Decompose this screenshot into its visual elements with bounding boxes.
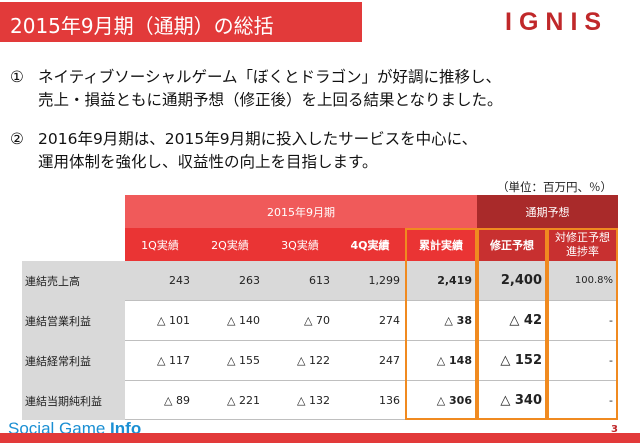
table-cell: △ 155 [195, 341, 265, 381]
table-cell: △ 148 [405, 341, 477, 381]
col-header-2q: 2Q実績 [195, 228, 265, 261]
table-cell: △ 132 [265, 381, 335, 420]
point-2-number: ② [10, 130, 24, 148]
col-header-progress-rate: 対修正予想進捗率 [547, 228, 618, 261]
title-bar: 2015年9月期（通期）の総括 [0, 2, 362, 42]
table-cell: △ 140 [195, 301, 265, 341]
results-table: 2015年9月期 通期予想 1Q実績 2Q実績 3Q実績 4Q実績 累計実績 修… [22, 195, 618, 420]
table-cell: △ 101 [125, 301, 195, 341]
table-cell: 100.8% [547, 261, 618, 301]
table-cell: 1,299 [335, 261, 405, 301]
table-cell: △ 70 [265, 301, 335, 341]
col-header-1q: 1Q実績 [125, 228, 195, 261]
table-cell: 613 [265, 261, 335, 301]
point-2-line-2: 運用体制を強化し、収益性の向上を目指します。 [38, 153, 378, 171]
row-label-ordinary-income: 連結経常利益 [22, 341, 125, 381]
table-cell: 2,419 [405, 261, 477, 301]
table-cell: △ 152 [477, 341, 547, 381]
table-cell: △ 38 [405, 301, 477, 341]
footer-bar [0, 433, 640, 443]
table-cell: - [547, 301, 618, 341]
row-label-operating-income: 連結営業利益 [22, 301, 125, 341]
table-cell: △ 340 [477, 381, 547, 420]
summary-point-2: ② 2016年9月期は、2015年9月期に投入したサービスを中心に、 運用体制を強… [10, 128, 477, 174]
col-header-revised-forecast: 修正予想 [477, 228, 547, 261]
table-cell: △ 89 [125, 381, 195, 420]
table-cell: 247 [335, 341, 405, 381]
slide-header: 2015年9月期（通期）の総括 IGNIS [0, 0, 640, 44]
row-label-net-income: 連結当期純利益 [22, 381, 125, 420]
col-header-4q: 4Q実績 [335, 228, 405, 261]
table-cell: △ 117 [125, 341, 195, 381]
table-cell: 263 [195, 261, 265, 301]
table-cell: △ 42 [477, 301, 547, 341]
point-1-line-1: ネイティブソーシャルゲーム「ぼくとドラゴン」が好調に推移し、 [38, 68, 501, 86]
unit-note: （単位：百万円、％） [497, 180, 612, 194]
table-cell: 136 [335, 381, 405, 420]
group-header-forecast: 通期予想 [477, 195, 618, 228]
slide-title: 2015年9月期（通期）の総括 [10, 14, 274, 38]
col-header-cumulative: 累計実績 [405, 228, 477, 261]
table-cell: - [547, 341, 618, 381]
table-cell: △ 306 [405, 381, 477, 420]
table-cell: 274 [335, 301, 405, 341]
table-cell: △ 221 [195, 381, 265, 420]
table-cell: - [547, 381, 618, 420]
ignis-logo: IGNIS [505, 8, 609, 36]
row-label-net-sales: 連結売上高 [22, 261, 125, 301]
col-header-3q: 3Q実績 [265, 228, 335, 261]
table-cell: 2,400 [477, 261, 547, 301]
point-1-line-2: 売上・損益ともに通期予想（修正後）を上回る結果となりました。 [38, 91, 503, 109]
page-number: 3 [611, 424, 618, 435]
summary-point-1: ① ネイティブソーシャルゲーム「ぼくとドラゴン」が好調に推移し、 売上・損益ともに… [10, 66, 503, 112]
point-1-number: ① [10, 68, 24, 86]
table-cell: 243 [125, 261, 195, 301]
table-cell: △ 122 [265, 341, 335, 381]
group-header-fy2015: 2015年9月期 [125, 195, 477, 228]
point-2-line-1: 2016年9月期は、2015年9月期に投入したサービスを中心に、 [38, 130, 478, 148]
